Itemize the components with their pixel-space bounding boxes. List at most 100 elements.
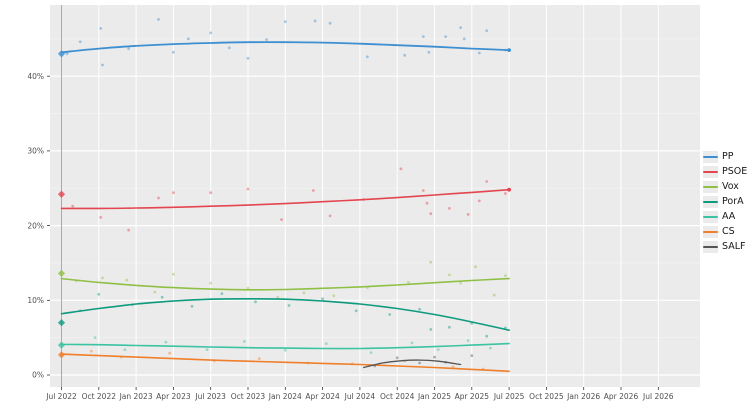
- poll-dot-salf: [395, 356, 399, 360]
- poll-dot-vox: [276, 295, 280, 299]
- poll-dot-pp: [265, 38, 268, 41]
- x-tick-label: Jan 2023: [119, 392, 153, 401]
- y-tick-label: 40%: [27, 72, 44, 81]
- legend-swatch-line: [703, 201, 718, 203]
- poll-dot-pp: [403, 53, 407, 57]
- poll-dot-psoe: [311, 189, 315, 192]
- poll-dot-vox: [429, 260, 433, 264]
- legend-swatch-psoe: [703, 166, 718, 178]
- x-tick-label: Jul 2024: [344, 392, 376, 401]
- poll-dot-psoe: [71, 204, 75, 208]
- poll-dot-psoe: [246, 187, 250, 191]
- legend-label: PP: [722, 151, 734, 162]
- poll-dot-pp: [101, 63, 104, 67]
- x-tick-label: Apr 2023: [156, 392, 191, 401]
- legend-swatch-line: [703, 246, 718, 248]
- x-tick-label: Oct 2023: [231, 392, 266, 401]
- poll-dot-pora: [287, 304, 291, 307]
- poll-dot-psoe: [504, 192, 507, 195]
- poll-dot-aa: [242, 340, 246, 343]
- trend-line-aa: [60, 342, 510, 350]
- election-result-diamond-cs: [57, 351, 66, 359]
- poll-dot-vox: [504, 274, 507, 277]
- poll-dot-aa: [123, 348, 127, 351]
- x-tick-label: Apr 2025: [455, 392, 490, 401]
- poll-dot-aa: [324, 342, 328, 345]
- poll-dot-pp: [65, 52, 69, 56]
- poll-dot-psoe: [280, 218, 283, 222]
- trend-line-vox: [60, 277, 510, 291]
- poll-dot-pp: [172, 50, 175, 54]
- chart-legend: PP PSOE Vox PorA AA CS SALF: [703, 151, 747, 253]
- legend-label: CS: [722, 226, 735, 237]
- poll-dot-pp: [99, 27, 103, 30]
- poll-dot-vox: [407, 281, 410, 284]
- poll-dot-pp: [462, 37, 466, 41]
- poll-dot-psoe: [99, 216, 103, 219]
- poll-dot-aa: [205, 348, 209, 351]
- trend-line-pp: [60, 41, 510, 54]
- poll-dot-pora: [220, 292, 224, 295]
- x-tick-label: Oct 2022: [82, 392, 117, 401]
- poll-dot-vox: [459, 281, 462, 285]
- poll-dot-pp: [328, 21, 332, 25]
- x-tick-label: Jul 2026: [642, 392, 674, 401]
- poll-dot-vox: [125, 278, 129, 282]
- trend-end-dot-psoe: [507, 187, 511, 192]
- poll-dot-psoe: [399, 167, 403, 171]
- election-result-diamond-pora: [57, 319, 66, 327]
- poll-dot-pp: [186, 37, 190, 41]
- trend-end-dot-pp: [507, 48, 511, 52]
- poll-dot-psoe: [209, 191, 213, 195]
- poll-dot-vox: [302, 291, 306, 295]
- x-tick-label: Jan 2024: [268, 392, 302, 401]
- poll-dot-aa: [410, 341, 414, 345]
- poll-dot-aa: [489, 346, 492, 350]
- legend-item-salf: SALF: [703, 241, 747, 253]
- legend-item-psoe: PSOE: [703, 166, 747, 178]
- trend-line-psoe: [60, 188, 510, 210]
- legend-swatch-line: [703, 186, 718, 188]
- poll-dot-aa: [436, 348, 440, 351]
- poll-dot-psoe: [485, 180, 489, 183]
- poll-dot-pp: [427, 50, 431, 54]
- poll-dot-psoe: [429, 212, 433, 216]
- legend-item-cs: CS: [703, 226, 747, 238]
- x-tick-label: Jan 2026: [566, 392, 600, 401]
- legend-swatch-cs: [703, 226, 718, 238]
- y-tick-label: 20%: [27, 221, 44, 230]
- y-tick-label: 0%: [32, 371, 44, 380]
- poll-dot-pora: [388, 313, 392, 316]
- poll-dot-pora: [448, 325, 451, 329]
- panel-background: [50, 5, 700, 387]
- poll-dot-cs: [451, 365, 455, 369]
- legend-label: AA: [722, 211, 736, 222]
- poll-dot-psoe: [421, 189, 425, 192]
- legend-swatch-aa: [703, 211, 718, 223]
- poll-dot-psoe: [448, 207, 451, 210]
- legend-swatch-line: [703, 231, 718, 233]
- poll-dot-pp: [157, 18, 160, 21]
- poll-dot-aa: [164, 340, 168, 344]
- poll-dot-pora: [418, 307, 421, 311]
- trend-line-pora: [60, 298, 510, 331]
- poll-dot-aa: [369, 351, 373, 354]
- poll-dot-pp: [444, 35, 448, 38]
- poll-dot-cs: [257, 357, 261, 360]
- poll-dot-vox: [492, 293, 496, 297]
- poll-dot-pora: [190, 304, 194, 308]
- poll-dot-aa: [466, 339, 470, 342]
- election-result-diamond-aa: [57, 341, 66, 349]
- poll-dot-psoe: [477, 199, 481, 203]
- poll-dot-aa: [283, 348, 287, 352]
- x-tick-label: Oct 2024: [380, 392, 415, 401]
- y-tick-label: 30%: [27, 147, 44, 156]
- poll-dot-psoe: [466, 213, 470, 216]
- poll-dot-vox: [153, 290, 157, 294]
- x-tick-label: Jan 2025: [417, 392, 451, 401]
- poll-dot-cs: [89, 349, 93, 353]
- poll-dot-pora: [97, 292, 101, 296]
- y-tick-label: 10%: [27, 296, 44, 305]
